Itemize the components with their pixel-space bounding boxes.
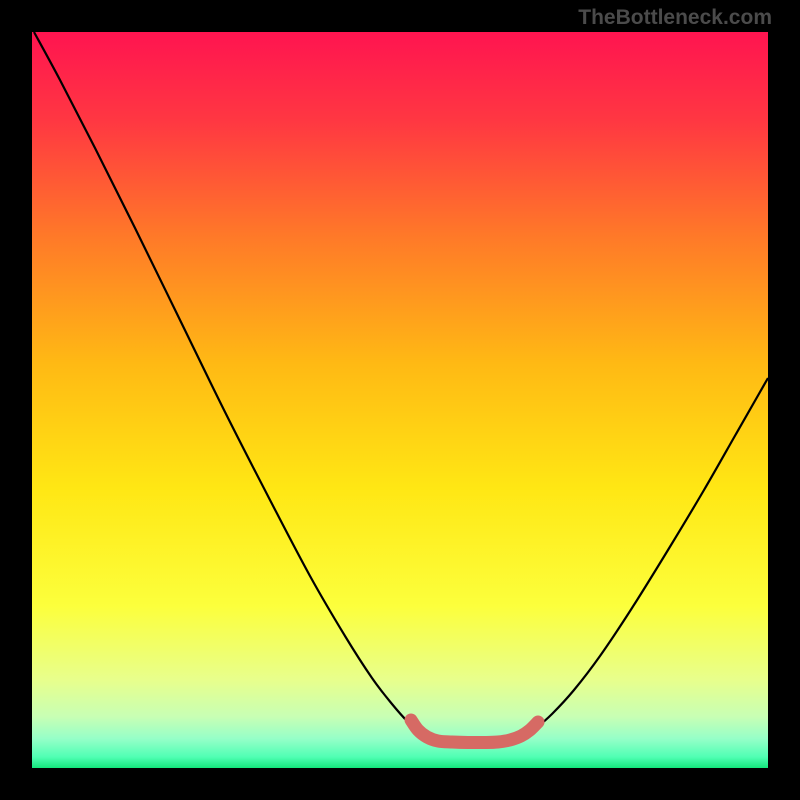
watermark-text: TheBottleneck.com [578,6,772,30]
plot-area [32,32,768,768]
chart-container: TheBottleneck.com [0,0,800,800]
